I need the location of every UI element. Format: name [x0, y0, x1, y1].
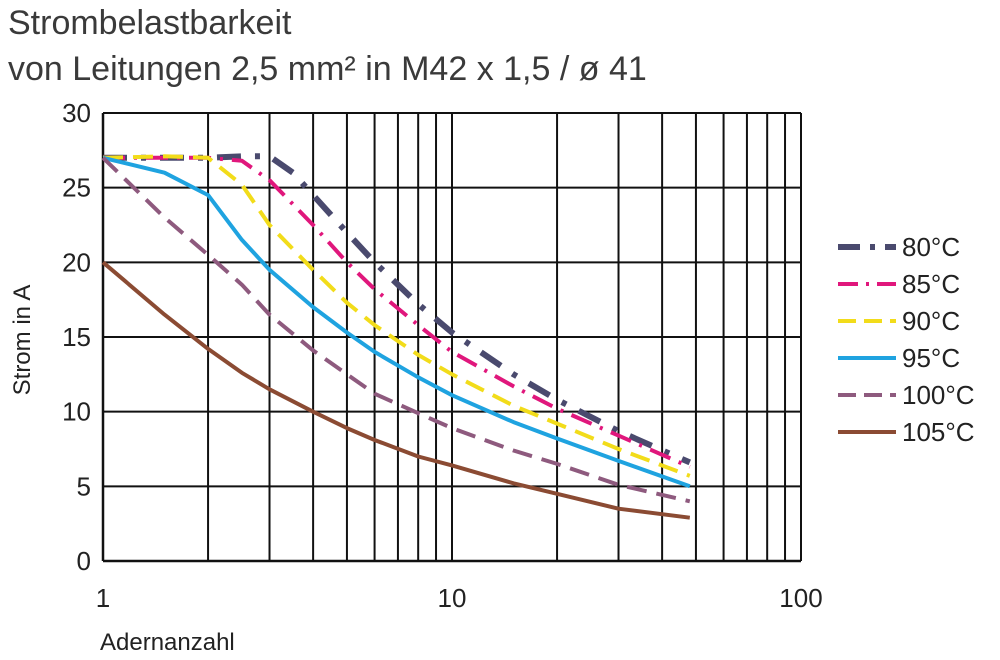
series-line-3 [102, 155, 691, 489]
y-axis-label: Strom in A [9, 285, 36, 396]
x-tick-label: 100 [779, 583, 822, 613]
x-tick-label: 1 [96, 583, 110, 613]
legend-label-5: 105°C [902, 417, 975, 447]
series-line-0 [103, 153, 692, 466]
y-tick-label: 0 [77, 546, 91, 576]
y-tick-label: 20 [62, 247, 91, 277]
y-tick-label: 30 [62, 98, 91, 128]
y-tick-label: 15 [62, 322, 91, 352]
y-tick-label: 5 [77, 471, 91, 501]
series-lines [101, 153, 692, 520]
legend: 80°C 85°C 90°C 95°C 100°C 105°C [838, 232, 975, 447]
legend-label-1: 85°C [902, 269, 960, 299]
tick-labels: 0 5 10 15 20 25 30 1 10 100 [62, 98, 823, 613]
series-line-4 [101, 156, 691, 504]
x-tick-label: 10 [438, 583, 467, 613]
y-tick-label: 10 [62, 397, 91, 427]
legend-label-2: 90°C [902, 306, 960, 336]
legend-label-0: 80°C [902, 232, 960, 262]
series-line-5 [101, 260, 691, 520]
grid [101, 112, 802, 563]
y-tick-label: 25 [62, 173, 91, 203]
chart-title: Strombelastbarkeit [8, 4, 292, 42]
series-line-2 [102, 154, 691, 478]
legend-label-3: 95°C [902, 343, 960, 373]
series-line-1 [103, 155, 691, 469]
x-axis-label: Adernanzahl [100, 629, 235, 656]
chart-subtitle: von Leitungen 2,5 mm² in M42 x 1,5 / ø 4… [8, 50, 647, 88]
legend-label-4: 100°C [902, 380, 975, 410]
